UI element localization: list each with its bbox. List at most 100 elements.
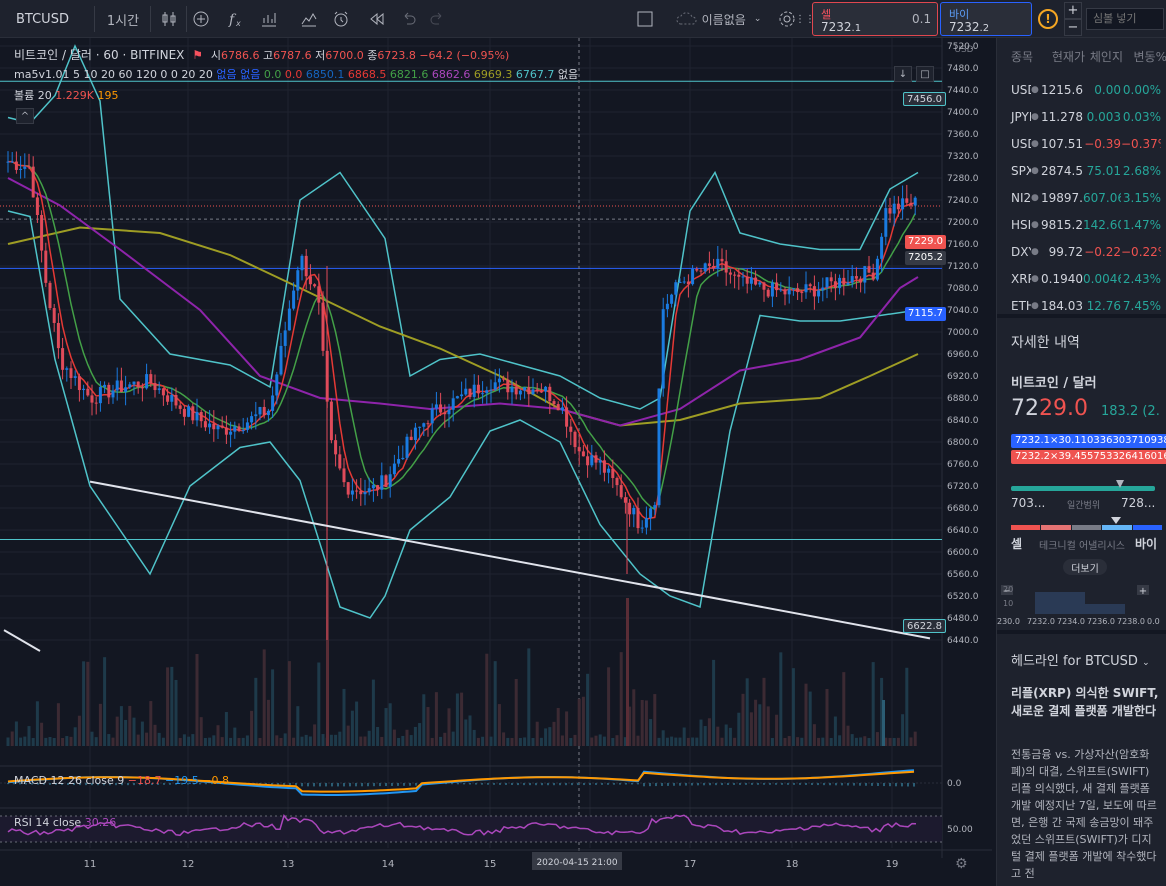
candle-body <box>628 502 632 515</box>
macd-histogram-bar <box>403 783 405 786</box>
layout-name-button[interactable]: 이름없음 ⌄ <box>668 5 768 33</box>
volume-bar <box>182 734 186 746</box>
watchlist-col-percent[interactable]: 변동% <box>1133 49 1166 64</box>
add-indicator-icon[interactable] <box>186 5 216 33</box>
redo-icon[interactable] <box>422 5 452 33</box>
depth-price-label: 7238.0 <box>1117 617 1145 626</box>
watchlist-change: 0.00 <box>1094 82 1121 97</box>
candle-body <box>829 277 833 282</box>
watchlist-col-last[interactable]: 현재가 <box>1051 49 1085 64</box>
candle-body <box>241 429 245 431</box>
news-headline[interactable]: 리플(XRP) 의식한 SWIFT, 새로운 결제 플랫폼 개발한다 <box>1011 686 1159 718</box>
price-tick-label: 7440.0 <box>947 86 979 96</box>
volume-bar <box>783 737 787 746</box>
candle-body <box>640 527 644 529</box>
time-tick-label: 19 <box>886 859 899 870</box>
watchlist-row[interactable]: USDJPY●107.51−0.39−0.37% <box>997 130 1166 157</box>
macd-histogram-bar <box>187 783 189 785</box>
minus-button[interactable]: − <box>1064 19 1082 36</box>
collapse-legend-button[interactable]: ^ <box>16 108 34 124</box>
watchlist-row[interactable]: HSI ● 9815.2 142.60 1.47% <box>997 211 1166 238</box>
candle-body <box>317 286 321 303</box>
candle-body <box>560 407 564 411</box>
volume-bar <box>863 736 867 746</box>
volume-bar <box>556 707 560 746</box>
legend-ohlc: 시6786.6 고6787.6 저6700.0 종6723.8 −64.2 (−… <box>210 49 510 62</box>
candle-body <box>460 394 464 397</box>
ma-indicator-legend[interactable]: ma5v1.01 5 10 20 60 120 0 0 20 20 없음 없음 … <box>14 68 579 81</box>
add-symbol-input[interactable] <box>1086 8 1164 30</box>
volume-bar <box>481 736 485 746</box>
drag-handle-icon[interactable]: ⋮⋮ <box>795 13 815 25</box>
chart-settings-icon[interactable]: ⚙ <box>955 856 968 872</box>
alert-clock-icon[interactable] <box>326 5 356 33</box>
candle-body <box>296 270 300 291</box>
volume-bar <box>867 738 871 746</box>
volume-legend[interactable]: 볼륨 20 1.229K 195 <box>14 89 119 102</box>
volume-bar <box>447 708 451 746</box>
symbol-search-button[interactable]: BTCUSD <box>16 11 69 27</box>
volume-bar <box>128 705 132 746</box>
candle-body <box>98 386 102 404</box>
undo-icon[interactable] <box>394 5 424 33</box>
candle-body <box>392 463 396 475</box>
candle-body <box>128 384 132 388</box>
candle-body <box>724 261 728 273</box>
volume-bar <box>707 718 711 746</box>
watchlist-col-change[interactable]: 체인지 <box>1089 49 1123 64</box>
interval-button[interactable]: 1시간 <box>106 13 140 29</box>
watchlist-row[interactable]: USDKRW●1215.6 0.000.00% <box>997 76 1166 103</box>
watchlist-percent: 3.15% <box>1122 190 1161 205</box>
macd-histogram-bar <box>757 783 759 785</box>
scroll-down-icon[interactable]: ↓ <box>894 66 912 82</box>
candle-body <box>245 422 249 430</box>
watchlist-row[interactable]: SPX●2874.575.012.68% <box>997 157 1166 184</box>
gear-icon[interactable] <box>772 5 802 33</box>
details-title[interactable]: 자세한 내역 <box>1011 335 1080 351</box>
info-icon[interactable]: ! <box>1038 9 1058 29</box>
watchlist-last: 9815.2 <box>1041 217 1083 232</box>
chart-area[interactable]: USD 7520.0 7480.0 7440.0 7400.0 7360.0 7320.0 7… <box>0 38 992 886</box>
sell-button[interactable]: 셀 7232.1 <box>812 2 938 36</box>
volume-bar <box>485 653 489 746</box>
macd-histogram-bar <box>619 783 621 785</box>
checkbox-icon[interactable] <box>630 5 660 33</box>
volume-bar <box>258 738 262 746</box>
volume-bar <box>317 662 321 746</box>
replay-icon[interactable] <box>362 5 392 33</box>
volume-bar <box>518 737 522 746</box>
macd-legend[interactable]: MACD 12 26 close 9 −18.7 −19.5 −0.8 <box>14 774 229 787</box>
watchlist-change: −0.39 <box>1084 136 1121 151</box>
macd-histogram-bar <box>343 783 345 787</box>
compare-icon[interactable] <box>254 5 284 33</box>
indicator-templates-icon[interactable] <box>294 5 324 33</box>
buy-button[interactable]: 바이 7232.2 <box>940 2 1032 36</box>
candle-body <box>119 380 123 392</box>
candle-body <box>203 421 207 428</box>
volume-bar <box>346 725 350 746</box>
candle-style-icon[interactable] <box>154 5 184 33</box>
plus-button[interactable]: + <box>1064 2 1082 19</box>
volume-bar <box>124 719 128 746</box>
rsi-legend[interactable]: RSI 14 close 30.26 <box>14 816 117 829</box>
volume-bar <box>695 737 699 746</box>
more-button[interactable]: 더보기 <box>1063 559 1107 575</box>
watchlist-row[interactable]: NI225●19897.607.063.15% <box>997 184 1166 211</box>
watchlist-col-symbol[interactable]: 종목 <box>1011 49 1034 64</box>
headlines-title[interactable]: 헤드라인 for BTCUSD ⌄ <box>1011 654 1150 669</box>
macd-histogram-bar <box>277 783 279 785</box>
volume-bar <box>829 738 833 746</box>
watchlist-row[interactable]: DXY● 99.72−0.22−0.22% <box>997 238 1166 265</box>
candle-body <box>250 416 254 423</box>
watchlist-percent: 0.00% <box>1122 82 1161 97</box>
candle-body <box>510 387 514 393</box>
maximize-icon[interactable]: □ <box>916 66 934 82</box>
candle-body <box>850 276 854 283</box>
depth-mini-chart[interactable]: − +20 10 230.0 7232.0 7234.0 7236.0 7238.0 0.0 <box>997 582 1166 626</box>
time-cursor-label: 2020-04-15 21:00 <box>536 858 617 868</box>
